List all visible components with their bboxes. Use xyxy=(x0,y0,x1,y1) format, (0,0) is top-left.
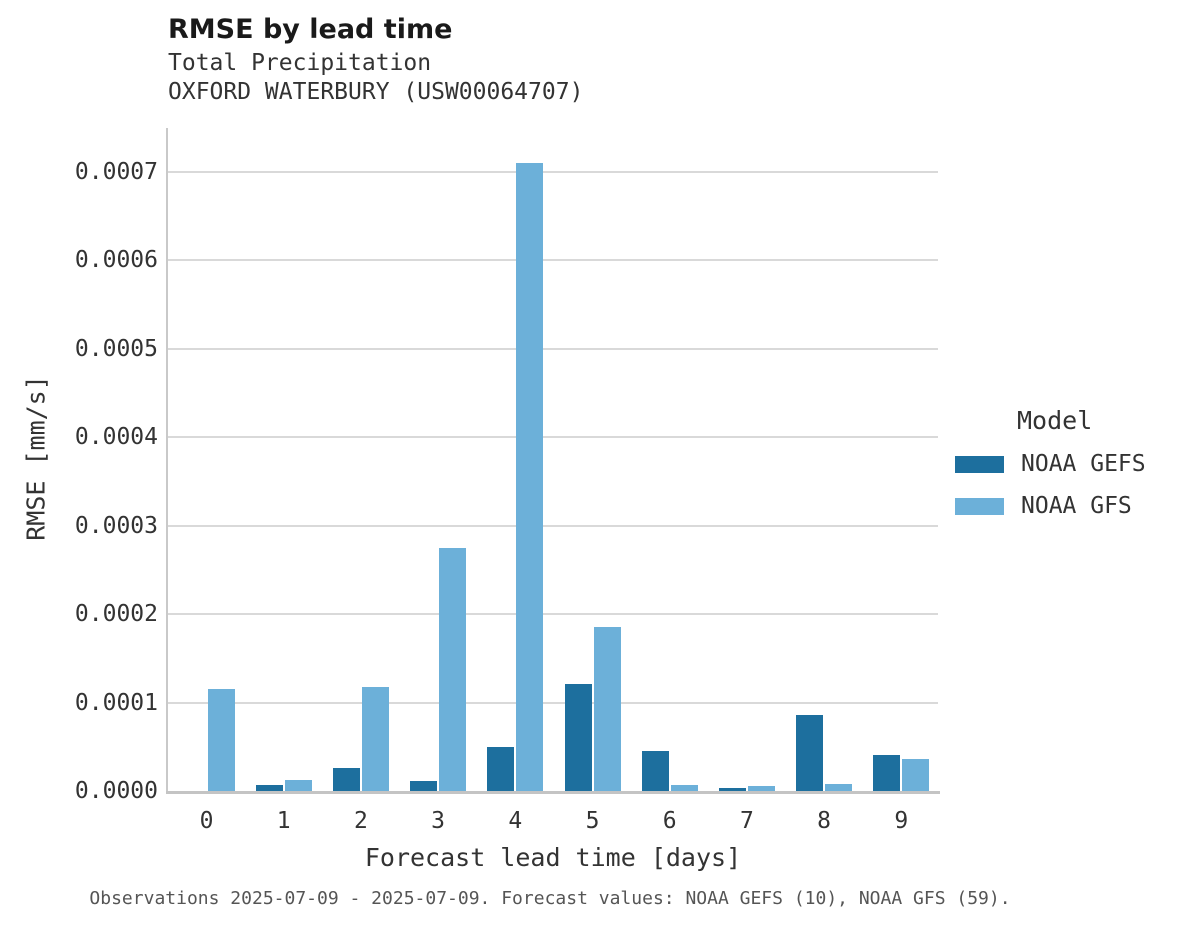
bar xyxy=(255,785,283,791)
gridline xyxy=(168,524,938,527)
gridline xyxy=(168,259,938,261)
x-tick-label: 0 xyxy=(199,808,214,834)
y-axis-line xyxy=(166,128,168,794)
bar xyxy=(670,785,698,791)
y-tick-label: 0.0002 xyxy=(74,601,158,627)
chart-subtitle-variable: Total Precipitation xyxy=(168,50,432,76)
bar xyxy=(361,686,389,791)
x-tick-label: 4 xyxy=(508,808,523,834)
legend-item-gfs: NOAA GFS xyxy=(955,493,1146,519)
x-tick-label: 3 xyxy=(431,808,446,834)
legend-swatch-gefs xyxy=(955,455,1004,473)
y-tick-label: 0.0004 xyxy=(74,424,158,450)
bar xyxy=(747,786,775,791)
bar xyxy=(332,767,360,791)
x-tick-label: 5 xyxy=(585,808,600,834)
bar xyxy=(410,780,438,791)
y-tick-label: 0.0001 xyxy=(74,689,158,716)
legend-label-gefs: NOAA GEFS xyxy=(1021,451,1146,477)
x-tick-label: 2 xyxy=(353,808,368,834)
bar xyxy=(593,627,621,791)
x-tick-label: 7 xyxy=(739,808,754,834)
x-tick-label: 1 xyxy=(276,808,291,834)
legend-title: Model xyxy=(1017,406,1093,435)
gridline xyxy=(168,436,938,438)
legend-item-gefs: NOAA GEFS xyxy=(955,451,1146,477)
chart-subtitle-station: OXFORD WATERBURY (USW00064707) xyxy=(168,79,584,105)
y-tick-label: 0.0000 xyxy=(74,778,158,804)
x-tick-label: 8 xyxy=(817,808,832,834)
gridline xyxy=(168,613,938,615)
bar xyxy=(718,787,746,791)
gridline xyxy=(168,347,938,350)
bar xyxy=(284,779,312,791)
y-tick-label: 0.0005 xyxy=(74,335,158,362)
bar xyxy=(516,162,544,791)
y-tick-label: 0.0007 xyxy=(74,158,158,185)
x-tick-label: 9 xyxy=(894,808,909,834)
bar xyxy=(487,747,515,791)
x-axis-line xyxy=(166,791,940,794)
bar xyxy=(902,759,930,791)
chart-title: RMSE by lead time xyxy=(168,14,453,45)
bar xyxy=(796,715,824,791)
gridline xyxy=(168,170,938,173)
legend-label-gfs: NOAA GFS xyxy=(1021,493,1132,519)
x-axis-title: Forecast lead time [days] xyxy=(364,843,742,872)
bar xyxy=(439,547,467,791)
bar xyxy=(207,689,235,791)
y-tick-label: 0.0006 xyxy=(74,247,158,273)
bar xyxy=(873,755,901,791)
bar xyxy=(825,784,853,791)
bar xyxy=(641,750,669,791)
bar xyxy=(564,683,592,791)
caption: Observations 2025-07-09 - 2025-07-09. Fo… xyxy=(89,888,1011,909)
gridline xyxy=(168,701,938,704)
legend: Model NOAA GEFS NOAA GFS xyxy=(955,406,1146,519)
y-tick-label: 0.0003 xyxy=(74,512,158,539)
legend-swatch-gfs xyxy=(955,497,1004,515)
x-tick-label: 6 xyxy=(662,808,677,834)
